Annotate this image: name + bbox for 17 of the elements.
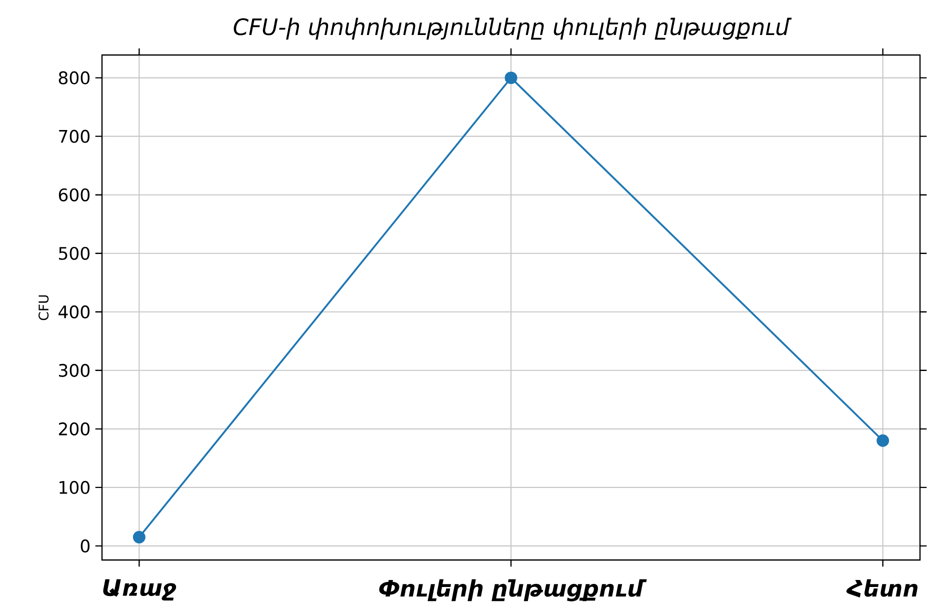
- y-tick-label: 100: [60, 480, 90, 494]
- y-tick-label: 0: [80, 539, 90, 552]
- y-tick-label: 500: [59, 246, 90, 260]
- y-tick-label: 700: [59, 130, 90, 143]
- y-tick-label: 200: [58, 422, 90, 436]
- y-axis-title: CFU: [38, 295, 49, 320]
- y-tick-label: 600: [58, 188, 90, 202]
- y-tick-label: 400: [58, 305, 90, 318]
- point: [132, 530, 146, 544]
- point: [504, 72, 518, 84]
- x-tick-label: Փուլերի ընթացքում: [379, 579, 647, 602]
- y-tick-label: 300: [59, 364, 90, 377]
- y-tick-label: 800: [58, 71, 90, 84]
- x-tick-label: Առաջ: [103, 579, 176, 600]
- point: [876, 434, 890, 447]
- x-tick-label: Հետո: [846, 579, 918, 598]
- chart-title: CFU-ի փոփոխությունները փուլերի ընթացքում: [234, 18, 792, 40]
